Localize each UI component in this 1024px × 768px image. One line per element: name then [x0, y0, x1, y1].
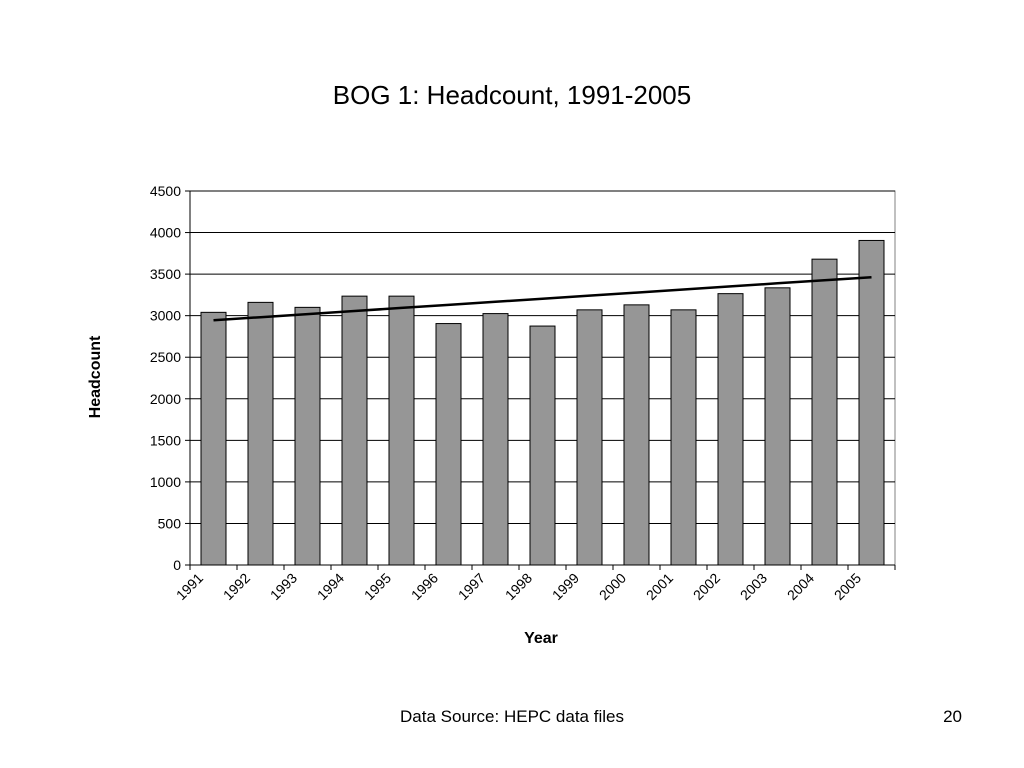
- y-tick-label: 500: [158, 515, 182, 531]
- x-tick-label: 1991: [173, 570, 206, 603]
- trend-layer: [213, 275, 872, 322]
- y-tick-label: 4500: [150, 183, 181, 199]
- x-tick-label: 1997: [455, 570, 488, 603]
- x-tick-label: 2005: [831, 570, 864, 603]
- slide-title: BOG 1: Headcount, 1991-2005: [332, 80, 692, 110]
- y-tick-label: 2000: [150, 391, 181, 407]
- y-tick-label: 2500: [150, 349, 181, 365]
- y-tick-label: 1000: [150, 474, 181, 490]
- linear-trendline: [213, 275, 872, 322]
- bar-2005: [858, 239, 885, 566]
- data-source-note: Data Source: HEPC data files: [400, 707, 624, 726]
- y-tick-label: 3000: [150, 308, 181, 324]
- bar-1994: [341, 295, 368, 566]
- bar-1993: [294, 306, 321, 566]
- x-tick-label: 1999: [549, 570, 582, 603]
- x-tick-label: 1993: [267, 570, 300, 603]
- bar-2004: [811, 258, 838, 566]
- y-tick-label: 1500: [150, 432, 181, 448]
- y-tick-label: 0: [173, 557, 181, 573]
- x-axis-title: Year: [524, 630, 558, 647]
- x-tick-label: 1998: [502, 570, 535, 603]
- bar-1997: [482, 313, 509, 566]
- bar-layer: [200, 239, 885, 566]
- x-tick-label: 2000: [596, 570, 629, 603]
- bar-2003: [764, 287, 791, 566]
- bar-1995: [388, 295, 415, 566]
- x-tick-label: 1996: [408, 570, 441, 603]
- x-tick-label: 1994: [314, 570, 347, 603]
- bar-1998: [529, 325, 556, 566]
- x-tick-label: 2003: [737, 570, 770, 603]
- x-tick-label: 1992: [220, 570, 253, 603]
- bar-1992: [247, 301, 274, 566]
- y-tick-label: 3500: [150, 266, 181, 282]
- x-tick-label: 2004: [784, 570, 817, 603]
- y-axis-title: Headcount: [87, 335, 104, 418]
- page-number: 20: [943, 707, 962, 726]
- x-tick-label: 2002: [690, 570, 723, 603]
- bar-2002: [717, 293, 744, 566]
- x-tick-label: 2001: [643, 570, 676, 603]
- bar-1991: [200, 311, 227, 566]
- bar-1999: [576, 309, 603, 566]
- y-tick-label: 4000: [150, 225, 181, 241]
- bar-1996: [435, 323, 462, 566]
- x-tick-label: 1995: [361, 570, 394, 603]
- bar-2001: [670, 309, 697, 566]
- bar-2000: [623, 304, 650, 566]
